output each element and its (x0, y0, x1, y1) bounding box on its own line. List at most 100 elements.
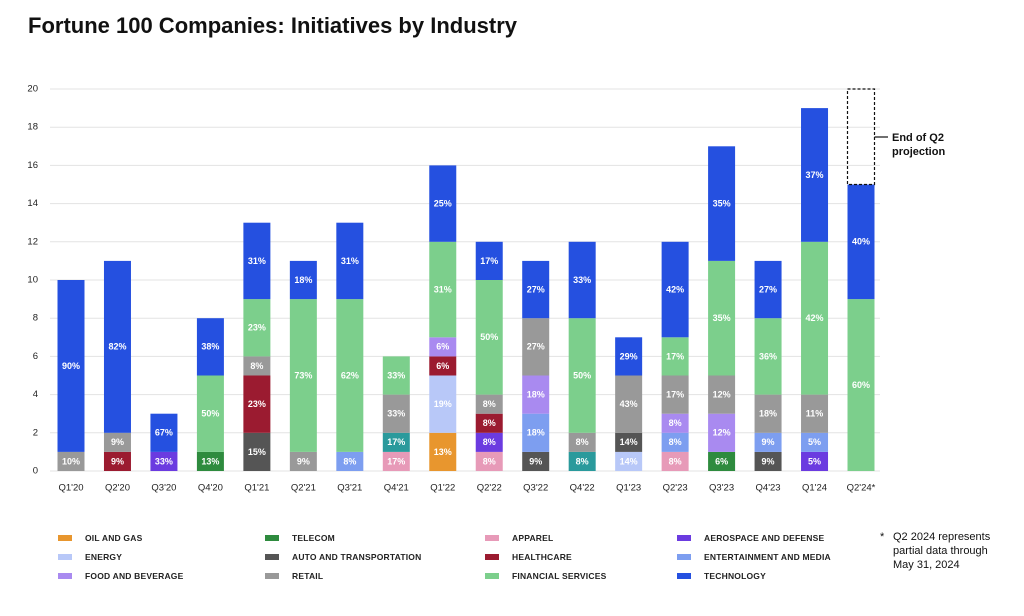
bar-segment (661, 241, 689, 338)
segment-label: 8% (250, 361, 263, 371)
bar-segment (615, 451, 643, 471)
legend-swatch (677, 554, 691, 560)
bar-segment (847, 299, 875, 471)
bar-segment (754, 260, 782, 319)
segment-label: 50% (201, 409, 219, 419)
x-tick-label: Q1'22 (430, 483, 455, 494)
bar-segment (708, 260, 736, 376)
segment-label: 62% (341, 370, 359, 380)
segment-label: 17% (387, 437, 405, 447)
bar-segment (150, 451, 178, 471)
segment-label: 8% (483, 418, 496, 428)
bar-segment (801, 394, 829, 433)
segment-label: 8% (669, 437, 682, 447)
segment-label: 82% (108, 342, 126, 352)
bar-segment (382, 356, 410, 395)
segment-label: 14% (620, 437, 638, 447)
segment-label: 37% (806, 170, 824, 180)
segment-label: 5% (808, 437, 821, 447)
segment-label: 50% (573, 370, 591, 380)
legend-label: ENTERTAINMENT AND MEDIA (704, 552, 831, 562)
bar-segment (429, 356, 457, 376)
x-tick-label: Q1'23 (616, 483, 641, 494)
legend-label: TELECOM (292, 533, 335, 543)
y-tick-label: 4 (33, 389, 38, 400)
segment-label: 9% (529, 456, 542, 466)
segment-label: 31% (434, 284, 452, 294)
bar-segment (57, 451, 85, 471)
bar-segment (382, 394, 410, 433)
bar-segment (615, 375, 643, 433)
legend-swatch (677, 535, 691, 541)
legend-label: OIL AND GAS (85, 533, 143, 543)
bar-segment (522, 260, 550, 319)
segment-label: 90% (62, 361, 80, 371)
bar-segment (103, 432, 131, 452)
bar-segment (429, 375, 457, 433)
segment-label: 19% (434, 399, 452, 409)
legend-swatch (265, 573, 279, 579)
bar-segment (150, 413, 178, 452)
segment-label: 33% (573, 275, 591, 285)
segment-label: 8% (483, 399, 496, 409)
y-tick-label: 20 (27, 84, 38, 95)
legend-swatch (58, 573, 72, 579)
x-tick-label: Q3'21 (337, 483, 362, 494)
segment-label: 27% (527, 342, 545, 352)
y-tick-label: 12 (27, 236, 38, 247)
segment-label: 17% (666, 389, 684, 399)
y-tick-label: 10 (27, 275, 38, 286)
annotation: End of Q2 projection (892, 132, 946, 158)
segment-label: 15% (248, 447, 266, 457)
bar-segment (196, 375, 224, 452)
bar-segment (382, 451, 410, 471)
bar-segment (615, 337, 643, 376)
segment-label: 9% (111, 437, 124, 447)
x-tick-label: Q2'21 (291, 483, 316, 494)
segment-label: 13% (201, 456, 219, 466)
bar-segment (429, 337, 457, 357)
bar-segment (568, 451, 596, 471)
bar-segment (196, 451, 224, 471)
x-tick-label: Q2'22 (477, 483, 502, 494)
segment-label: 73% (294, 370, 312, 380)
bar-segment (475, 451, 503, 471)
bar-segment (615, 432, 643, 452)
bar-segment (475, 241, 503, 280)
bar-segment (661, 451, 689, 471)
segment-label: 43% (620, 399, 638, 409)
bar-segment (243, 356, 271, 376)
segment-label: 8% (669, 456, 682, 466)
segment-label: 13% (434, 447, 452, 457)
bar-segment (801, 108, 829, 242)
bar-segment (522, 318, 550, 376)
bar-segment (801, 432, 829, 452)
segment-label: 67% (155, 428, 173, 438)
segment-label: 18% (527, 428, 545, 438)
bar-segment (568, 241, 596, 319)
segment-label: 9% (111, 456, 124, 466)
y-tick-label: 8 (33, 313, 38, 324)
bar-segment (475, 394, 503, 414)
bar-segment (289, 299, 317, 452)
segment-label: 17% (480, 256, 498, 266)
segment-label: 31% (248, 256, 266, 266)
chart-title: Fortune 100 Companies: Initiatives by In… (28, 13, 518, 38)
segment-label: 5% (808, 456, 821, 466)
x-tick-label: Q2'20 (105, 483, 130, 494)
y-tick-label: 6 (33, 351, 38, 362)
bar-segment (661, 337, 689, 376)
segment-label: 12% (713, 389, 731, 399)
segment-label: 35% (713, 313, 731, 323)
bar-segment (661, 375, 689, 414)
legend-swatch (677, 573, 691, 579)
bar-segment (336, 299, 364, 452)
bar-segment (568, 432, 596, 452)
segment-label: 8% (483, 437, 496, 447)
segment-label: 23% (248, 323, 266, 333)
segment-label: 31% (341, 256, 359, 266)
legend-swatch (58, 535, 72, 541)
bar-segment (708, 375, 736, 414)
segment-label: 35% (713, 198, 731, 208)
bar-segment (382, 432, 410, 452)
